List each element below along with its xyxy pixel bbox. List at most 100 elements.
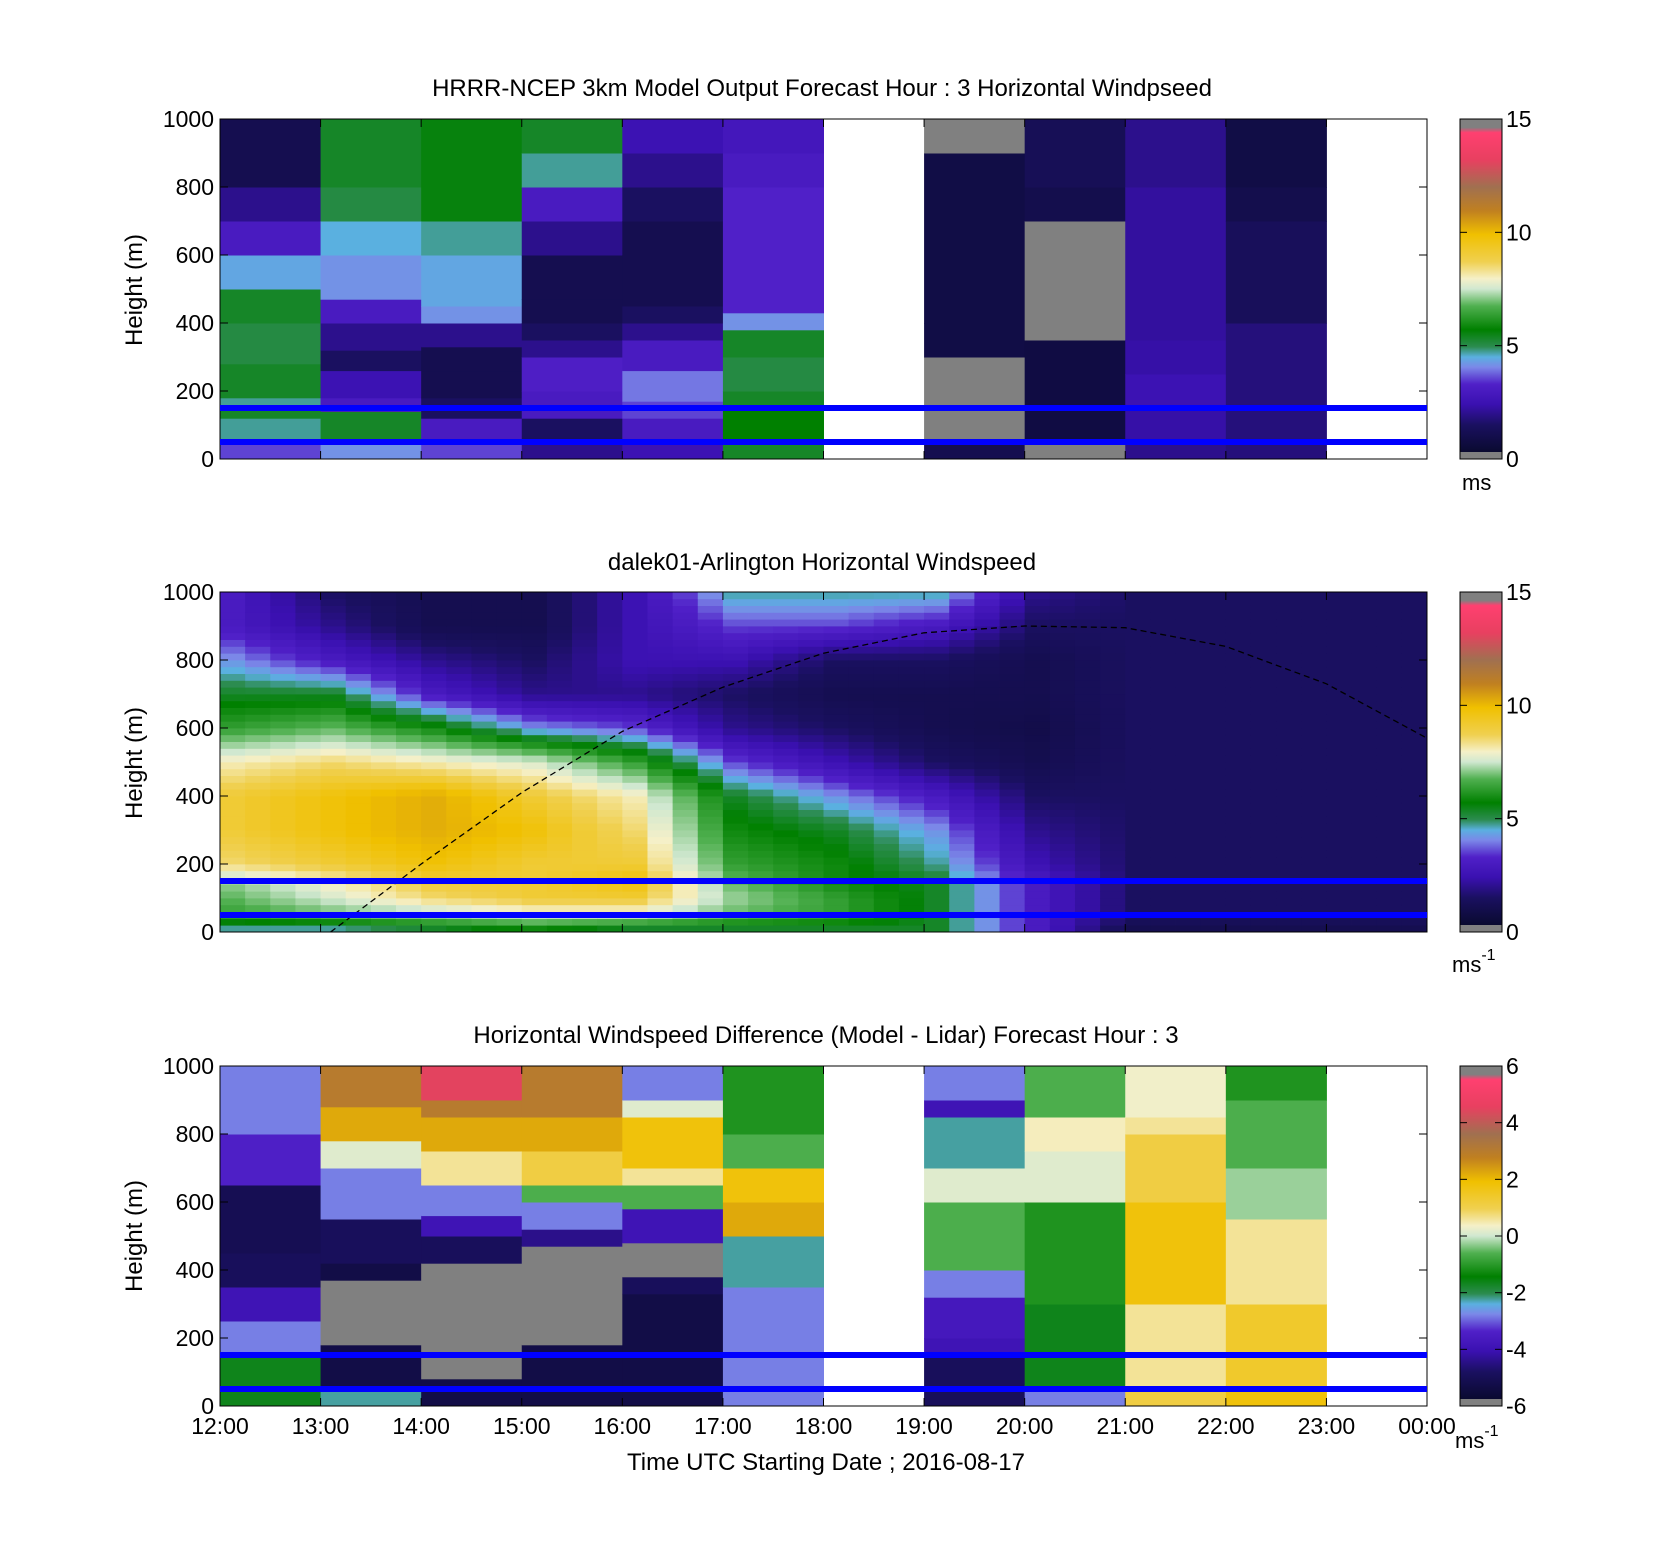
panel-model-heatmap <box>220 119 1327 460</box>
heatmap-cell <box>1150 884 1176 892</box>
heatmap-cell <box>949 789 975 797</box>
heatmap-cell <box>1150 612 1176 620</box>
heatmap-cell <box>798 748 824 756</box>
heatmap-cell <box>1276 904 1302 912</box>
heatmap-cell <box>471 782 498 790</box>
heatmap-cell <box>546 673 573 681</box>
heatmap-cell <box>622 1242 724 1278</box>
heatmap-cell <box>1074 816 1101 824</box>
heatmap-cell <box>873 673 900 681</box>
heatmap-cell <box>1024 830 1051 838</box>
heatmap-cell <box>370 823 397 831</box>
heatmap-cell <box>1074 782 1101 790</box>
heatmap-cell <box>597 762 623 770</box>
heatmap-cell <box>697 748 724 756</box>
heatmap-cell <box>295 687 321 695</box>
heatmap-cell <box>1351 721 1378 729</box>
heatmap-cell <box>1250 728 1277 736</box>
heatmap-cell <box>396 714 422 722</box>
heatmap-cell <box>496 619 523 627</box>
heatmap-cell <box>521 1185 623 1203</box>
heatmap-cell <box>421 1066 523 1101</box>
colorbar-tick-label: 5 <box>1506 806 1519 832</box>
heatmap-cell <box>873 809 900 817</box>
heatmap-cell <box>722 870 749 878</box>
colorbar-tick-label: -6 <box>1506 1393 1526 1419</box>
heatmap-cell <box>823 789 850 797</box>
heatmap-cell <box>722 700 749 708</box>
heatmap-cell <box>1100 687 1126 695</box>
heatmap-cell <box>446 816 472 824</box>
heatmap-cell <box>748 768 774 776</box>
heatmap-cell <box>773 721 799 729</box>
heatmap-cell <box>999 768 1026 776</box>
heatmap-cell <box>270 673 296 681</box>
heatmap-cell <box>1200 857 1227 865</box>
heatmap-cell <box>370 904 397 912</box>
heatmap-cell <box>1301 918 1327 926</box>
heatmap-cell <box>924 687 950 695</box>
heatmap-cell <box>370 612 397 620</box>
heatmap-cell <box>622 694 648 702</box>
heatmap-cell <box>622 1066 724 1101</box>
heatmap-cell <box>572 796 598 804</box>
y-tick-label: 400 <box>176 783 214 809</box>
heatmap-cell <box>295 612 321 620</box>
heatmap-cell <box>597 687 623 695</box>
heatmap-cell <box>1401 796 1428 804</box>
heatmap-cell <box>421 626 447 634</box>
heatmap-cell <box>320 823 347 831</box>
heatmap-cell <box>471 707 498 715</box>
heatmap-cell <box>748 898 774 906</box>
heatmap-cell <box>572 653 598 661</box>
heatmap-cell <box>1049 721 1076 729</box>
heatmap-cell <box>823 830 850 838</box>
heatmap-cell <box>748 673 774 681</box>
heatmap-cell <box>295 632 321 640</box>
heatmap-cell <box>320 714 347 722</box>
x-tick-label: 15:00 <box>493 1413 551 1439</box>
x-tick-label: 16:00 <box>594 1413 652 1439</box>
heatmap-cell <box>1250 775 1277 783</box>
heatmap-cell <box>597 680 623 688</box>
heatmap-cell <box>898 898 925 906</box>
heatmap-cell <box>999 605 1026 613</box>
heatmap-cell <box>748 864 774 872</box>
heatmap-cell <box>848 694 875 702</box>
heatmap-cell <box>521 1151 623 1186</box>
heatmap-cell <box>647 598 674 606</box>
heatmap-cell <box>848 891 875 899</box>
heatmap-cell <box>622 891 648 899</box>
heatmap-cell <box>898 843 925 851</box>
heatmap-cell <box>295 646 321 654</box>
heatmap-cell <box>1024 734 1051 742</box>
heatmap-cell <box>622 884 648 892</box>
heatmap-cell <box>1100 748 1126 756</box>
heatmap-cell <box>295 830 321 838</box>
heatmap-cell <box>496 809 523 817</box>
heatmap-cell <box>924 721 950 729</box>
heatmap-cell <box>220 734 246 742</box>
heatmap-cell <box>672 714 699 722</box>
heatmap-cell <box>270 782 296 790</box>
heatmap-cell <box>622 1117 724 1169</box>
heatmap-cell <box>848 741 875 749</box>
heatmap-cell <box>320 255 422 300</box>
heatmap-cell <box>370 870 397 878</box>
heatmap-cell <box>697 816 724 824</box>
heatmap-cell <box>924 870 950 878</box>
heatmap-cell <box>697 612 724 620</box>
x-tick-label: 17:00 <box>694 1413 752 1439</box>
heatmap-cell <box>1175 768 1202 776</box>
heatmap-cell <box>974 741 1000 749</box>
heatmap-cell <box>848 925 875 933</box>
heatmap-cell <box>245 619 271 627</box>
heatmap-cell <box>722 680 749 688</box>
heatmap-cell <box>270 755 296 763</box>
heatmap-cell <box>572 741 598 749</box>
heatmap-cell <box>672 646 699 654</box>
heatmap-cell <box>421 306 523 324</box>
heatmap-cell <box>773 605 799 613</box>
heatmap-cell <box>722 329 824 358</box>
heatmap-cell <box>647 734 674 742</box>
